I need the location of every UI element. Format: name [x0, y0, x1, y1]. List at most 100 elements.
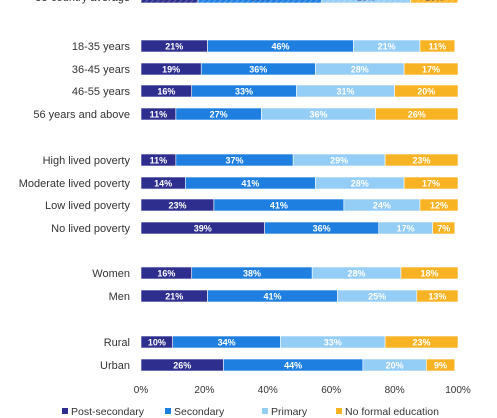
- bar-segment-no-formal-education: [416, 289, 459, 303]
- data-label: 28%: [351, 65, 369, 75]
- data-label: 17%: [397, 224, 415, 234]
- row-label: Urban: [100, 360, 130, 372]
- data-label: 13%: [428, 292, 446, 302]
- row-label: High lived poverty: [43, 155, 131, 167]
- legend-label: Post-secondary: [71, 406, 145, 418]
- row-label: 46-55 years: [72, 86, 131, 98]
- bar-row: High lived poverty 11% 37% 29% 23%: [43, 153, 459, 167]
- legend-item: No formal education: [336, 406, 439, 418]
- data-label: 16%: [425, 0, 443, 3]
- legend: Post-secondary Secondary Primary No formal …: [62, 406, 439, 418]
- data-label: 11%: [429, 42, 447, 52]
- data-label: 16%: [157, 269, 175, 279]
- data-label: 34%: [218, 338, 236, 348]
- bar-row: 36-45 years 19% 36% 28% 17%: [72, 62, 459, 76]
- data-label: 18%: [161, 0, 179, 3]
- data-label: 20%: [386, 361, 404, 371]
- bar-segment-no-formal-education: [419, 39, 456, 53]
- data-label: 28%: [348, 269, 366, 279]
- legend-label: Primary: [271, 406, 308, 418]
- bar-row: Rural 10% 34% 33% 23%: [104, 335, 459, 349]
- data-label: 27%: [210, 110, 228, 120]
- data-label: 41%: [270, 201, 288, 211]
- legend-item: Primary: [262, 406, 308, 418]
- row-label: 56 years and above: [33, 109, 130, 121]
- bar-row: 38-country average 18% 39% 28% 16%: [35, 0, 459, 4]
- row-label: Low lived poverty: [45, 200, 130, 212]
- x-axis: 0% 20% 40% 60% 80% 100%: [134, 385, 471, 396]
- data-label: 20%: [417, 87, 435, 97]
- bar-segment-no-formal-education: [403, 62, 459, 76]
- data-label: 17%: [422, 65, 440, 75]
- data-label: 38%: [243, 269, 261, 279]
- data-label: 17%: [422, 179, 440, 189]
- bar-segment-primary: [321, 0, 411, 4]
- data-label: 9%: [434, 361, 447, 371]
- bar-segment-secondary: [197, 0, 322, 4]
- bar-row: Women 16% 38% 28% 18%: [92, 266, 459, 280]
- row-label: 38-country average: [35, 0, 130, 4]
- data-label: 23%: [168, 201, 186, 211]
- bar-segment-no-formal-education: [410, 0, 459, 4]
- data-label: 37%: [226, 156, 244, 166]
- data-label: 33%: [324, 338, 342, 348]
- bar-segment-no-formal-education: [419, 198, 459, 212]
- data-label: 16%: [157, 87, 175, 97]
- data-label: 31%: [336, 87, 354, 97]
- bar-segment-no-formal-education: [400, 266, 459, 280]
- x-tick-label: 40%: [258, 385, 278, 396]
- row-label: 36-45 years: [72, 64, 131, 76]
- legend-swatch: [336, 408, 342, 414]
- data-label: 41%: [241, 179, 259, 189]
- data-label: 26%: [408, 110, 426, 120]
- data-label: 41%: [264, 292, 282, 302]
- bar-segment-no-formal-education: [375, 107, 459, 121]
- legend-item: Post-secondary: [62, 406, 145, 418]
- x-tick-label: 20%: [194, 385, 214, 396]
- legend-swatch: [165, 408, 171, 414]
- data-label: 14%: [154, 179, 172, 189]
- bar-row: 46-55 years 16% 33% 31% 20%: [72, 84, 459, 98]
- data-label: 10%: [148, 338, 166, 348]
- row-label: Men: [109, 291, 130, 303]
- bar-segment-no-formal-education: [394, 84, 459, 98]
- data-label: 46%: [271, 42, 289, 52]
- bar-segment-no-formal-education: [425, 358, 456, 372]
- data-label: 36%: [313, 224, 331, 234]
- bar-segment-no-formal-education: [384, 335, 459, 349]
- legend-label: Secondary: [174, 406, 225, 418]
- bar-row: No lived poverty 39% 36% 17% 7%: [51, 221, 456, 235]
- data-label: 36%: [310, 110, 328, 120]
- data-label: 44%: [284, 361, 302, 371]
- data-label: 36%: [249, 65, 267, 75]
- bar-row: Moderate lived poverty 14% 41% 28% 17%: [19, 176, 459, 190]
- data-label: 18%: [420, 269, 438, 279]
- data-label: 39%: [194, 224, 212, 234]
- data-label: 29%: [330, 156, 348, 166]
- bar-row: Men 21% 41% 25% 13%: [109, 289, 459, 303]
- bar-row: Low lived poverty 23% 41% 24% 12%: [45, 198, 459, 212]
- data-label: 21%: [165, 292, 183, 302]
- data-label: 26%: [173, 361, 191, 371]
- legend-swatch: [62, 408, 68, 414]
- data-label: 19%: [162, 65, 180, 75]
- bar-segment-no-formal-education: [432, 221, 456, 235]
- row-label: 18-35 years: [72, 41, 131, 53]
- data-label: 7%: [437, 224, 450, 234]
- legend-label: No formal education: [345, 406, 439, 418]
- bar-row: 18-35 years 21% 46% 21% 11%: [72, 39, 456, 53]
- bar-row: 56 years and above 11% 27% 36% 26%: [33, 107, 459, 121]
- data-label: 39%: [251, 0, 269, 3]
- data-label: 23%: [413, 338, 431, 348]
- chart-rows: 38-country average 18% 39% 28% 16% 18-35 year…: [19, 0, 459, 372]
- x-tick-label: 80%: [385, 385, 405, 396]
- row-label: Moderate lived poverty: [19, 178, 131, 190]
- row-label: No lived poverty: [51, 223, 130, 235]
- row-label: Rural: [104, 337, 130, 349]
- bar-segment-post-secondary: [140, 0, 199, 4]
- row-label: Women: [92, 268, 130, 280]
- data-label: 24%: [373, 201, 391, 211]
- data-label: 23%: [413, 156, 431, 166]
- data-label: 28%: [351, 179, 369, 189]
